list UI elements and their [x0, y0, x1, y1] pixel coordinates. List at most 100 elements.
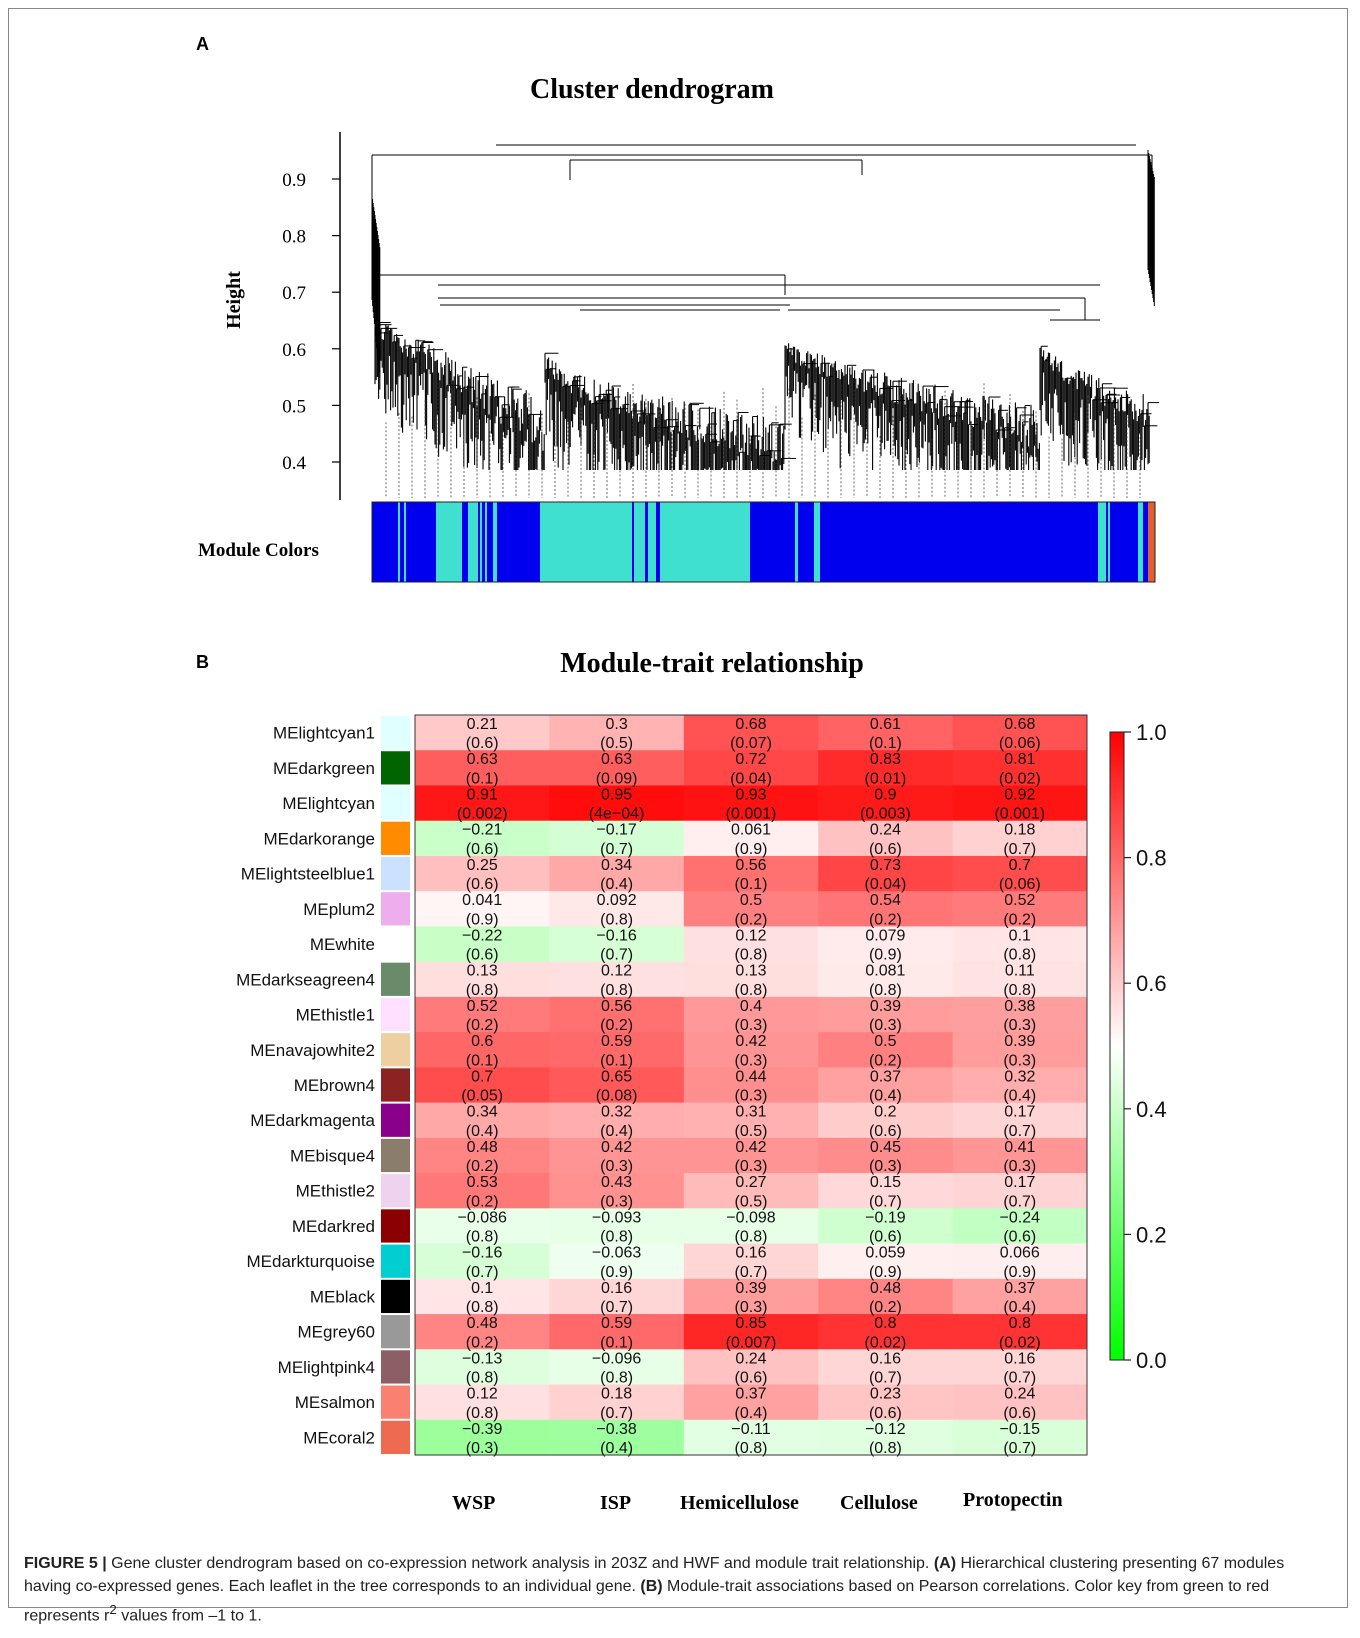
heatmap-cell-pvalue: (0.8)	[735, 1229, 768, 1246]
heatmap-cell	[818, 715, 954, 751]
heatmap-cell-pvalue: (0.8)	[1003, 982, 1036, 999]
heatmap-cell-value: 0.65	[601, 1068, 632, 1085]
heatmap-cells	[415, 715, 1088, 1456]
heatmap-frame	[414, 714, 1088, 1456]
heatmap-cell	[683, 1102, 819, 1139]
heatmap-cell-value: 0.53	[467, 1174, 498, 1191]
heatmap-cell-value: −0.093	[592, 1209, 641, 1226]
heatmap-cell	[952, 996, 1088, 1033]
heatmap-cell-pvalue: (0.2)	[466, 1193, 499, 1210]
heatmap-cell-pvalue: (0.02)	[999, 1334, 1041, 1351]
heatmap-cell-value: −0.24	[1000, 1209, 1041, 1226]
module-color-segment	[1143, 502, 1148, 582]
heatmap-cell	[683, 820, 819, 857]
heatmap-cell	[683, 1349, 819, 1386]
heatmap-cell	[683, 1173, 819, 1209]
heatmap-cell-pvalue: (0.1)	[735, 876, 768, 893]
heatmap-cell	[549, 1102, 685, 1139]
module-color-segment	[818, 502, 1098, 582]
heatmap-cell-pvalue: (0.8)	[735, 1440, 768, 1457]
heatmap-cell-value: 0.059	[865, 1245, 905, 1262]
heatmap-cell	[415, 996, 550, 1033]
caption-part3: Module-trait associations based on Pears…	[24, 1578, 1270, 1625]
heatmap-cell-value: 0.68	[735, 716, 766, 733]
module-color-swatch	[381, 1209, 410, 1243]
heatmap-cell	[818, 785, 954, 822]
heatmap-cell-pvalue: (0.7)	[600, 1299, 633, 1316]
heatmap-cell-pvalue: (0.2)	[735, 911, 768, 928]
module-color-swatch	[381, 1385, 410, 1419]
heatmap-cell	[818, 961, 954, 998]
heatmap-cell	[818, 1067, 954, 1104]
heatmap-cell	[818, 1349, 954, 1386]
module-color-segment	[645, 502, 648, 582]
heatmap-cell-value: 0.68	[1004, 716, 1035, 733]
module-color-segment	[404, 502, 406, 582]
heatmap-cell	[683, 1067, 819, 1104]
module-color-segment	[540, 502, 632, 582]
heatmap-cell-pvalue: (0.3)	[1003, 1017, 1036, 1034]
heatmap-cell	[683, 855, 819, 892]
heatmap-cell-value: 0.9	[874, 786, 896, 803]
heatmap-cell-value: −0.15	[1000, 1421, 1041, 1438]
figure-frame	[8, 8, 1348, 1608]
heatmap-cell-pvalue: (0.3)	[735, 1158, 768, 1175]
module-color-segment	[1148, 502, 1155, 582]
heatmap-cell-pvalue: (0.04)	[865, 876, 907, 893]
heatmap-cell	[683, 785, 819, 822]
heatmap-cell-value: 0.41	[1004, 1139, 1035, 1156]
heatmap-cell	[952, 855, 1088, 892]
heatmap-cell-value: 0.95	[601, 786, 632, 803]
heatmap-cell-value: 0.37	[735, 1386, 766, 1403]
heatmap-cell	[415, 1349, 550, 1386]
heatmap-cell	[683, 1384, 819, 1421]
heatmap-cell	[549, 1208, 685, 1245]
heatmap-cell-value: 0.16	[1004, 1350, 1035, 1367]
heatmap-cell	[818, 855, 954, 892]
heatmap-cell-value: 0.21	[467, 716, 498, 733]
module-color-segment	[656, 502, 660, 582]
heatmap-cell-value: −0.086	[458, 1209, 507, 1226]
heatmap-cell	[415, 926, 550, 963]
heatmap-cell-value: 0.39	[870, 998, 901, 1015]
heatmap-cell-value: −0.11	[731, 1421, 770, 1438]
module-row-label: MEcoral2	[303, 1428, 375, 1447]
heatmap-cell-pvalue: (0.002)	[457, 806, 508, 823]
heatmap-cell-pvalue: (0.8)	[600, 1370, 633, 1387]
heatmap-cell-pvalue: (0.003)	[860, 806, 911, 823]
heatmap-cell-pvalue: (0.4)	[466, 1123, 499, 1140]
module-color-swatch	[381, 1244, 410, 1278]
caption-label: FIGURE 5 |	[24, 1555, 107, 1572]
heatmap-cell	[952, 1278, 1088, 1315]
heatmap-cell	[818, 1384, 954, 1421]
heatmap-cell-pvalue: (0.7)	[466, 1264, 499, 1281]
heatmap-cell	[415, 715, 550, 751]
heatmap-cell-value: −0.21	[462, 822, 503, 839]
module-color-segment	[480, 502, 482, 582]
heatmap-cell	[415, 1384, 550, 1421]
heatmap-cell-value: 0.066	[1000, 1245, 1040, 1262]
heatmap-cell-value: −0.13	[462, 1350, 503, 1367]
colorbar-tick-label: 0.2	[1136, 1222, 1167, 1247]
module-row-label: MElightpink4	[278, 1358, 375, 1377]
heatmap-cell-pvalue: (0.6)	[869, 1405, 902, 1422]
heatmap-cell-pvalue: (0.3)	[735, 1299, 768, 1316]
heatmap-cell-value: 0.39	[735, 1280, 766, 1297]
heatmap-cell-pvalue: (0.8)	[466, 1370, 499, 1387]
heatmap-cell	[549, 1173, 685, 1209]
heatmap-cell	[818, 1137, 954, 1174]
heatmap-cell-pvalue: (0.1)	[466, 1052, 499, 1069]
heatmap-cell	[818, 1314, 954, 1350]
trait-label-isp: ISP	[600, 1492, 632, 1514]
heatmap-cell	[415, 891, 550, 927]
heatmap-cell	[683, 996, 819, 1033]
heatmap-cell-value: 0.5	[740, 892, 762, 909]
heatmap-cell	[415, 1243, 550, 1280]
heatmap-cell	[683, 891, 819, 927]
heatmap-cell-value: 0.56	[601, 998, 632, 1015]
heatmap-cell	[683, 926, 819, 963]
module-color-swatch	[381, 1315, 410, 1349]
heatmap-cell-value: 0.1	[471, 1280, 493, 1297]
module-color-segment	[436, 502, 462, 582]
module-row-label: MEdarkred	[292, 1217, 375, 1236]
